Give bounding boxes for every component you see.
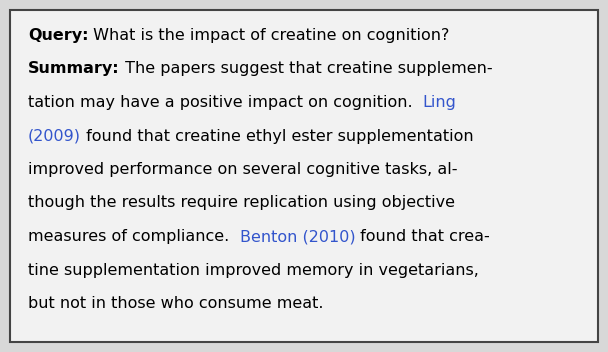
FancyBboxPatch shape xyxy=(10,10,598,342)
Text: improved performance on several cognitive tasks, al-: improved performance on several cognitiv… xyxy=(28,162,457,177)
Text: found that crea-: found that crea- xyxy=(355,229,490,244)
Text: tation may have a positive impact on cognition.: tation may have a positive impact on cog… xyxy=(28,95,423,110)
Text: measures of compliance.: measures of compliance. xyxy=(28,229,240,244)
Text: but not in those who consume meat.: but not in those who consume meat. xyxy=(28,296,323,311)
Text: Ling: Ling xyxy=(423,95,457,110)
Text: though the results require replication using objective: though the results require replication u… xyxy=(28,195,455,210)
Text: Summary:: Summary: xyxy=(28,62,120,76)
Text: The papers suggest that creatine supplemen-: The papers suggest that creatine supplem… xyxy=(120,62,492,76)
Text: Benton (2010): Benton (2010) xyxy=(240,229,355,244)
Text: What is the impact of creatine on cognition?: What is the impact of creatine on cognit… xyxy=(89,28,450,43)
Text: found that creatine ethyl ester supplementation: found that creatine ethyl ester suppleme… xyxy=(81,128,474,144)
Text: (2009): (2009) xyxy=(28,128,81,144)
Text: tine supplementation improved memory in vegetarians,: tine supplementation improved memory in … xyxy=(28,263,479,277)
Text: Query:: Query: xyxy=(28,28,89,43)
